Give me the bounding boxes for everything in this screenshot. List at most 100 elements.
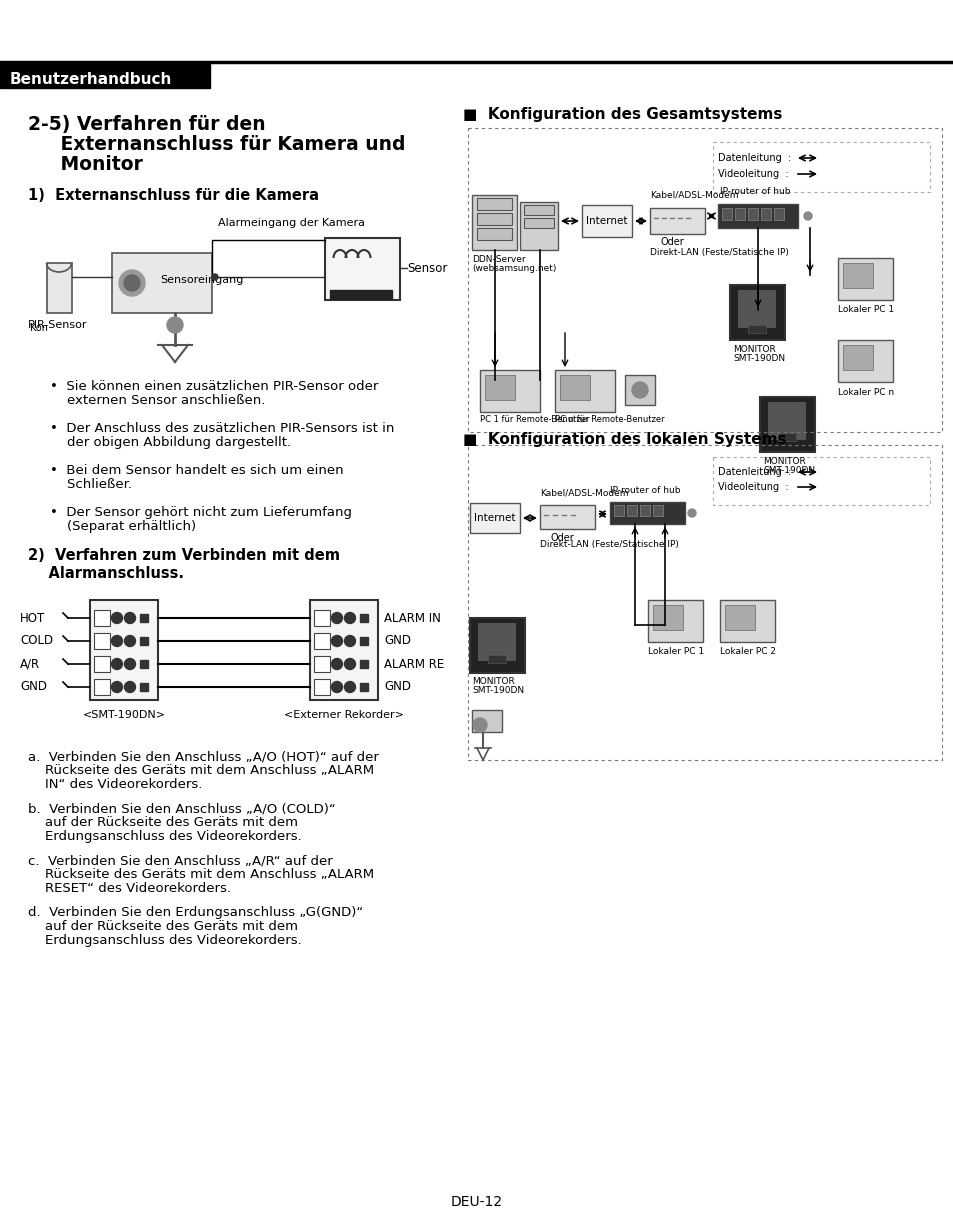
Text: Kabel/ADSL-Modem: Kabel/ADSL-Modem <box>539 488 628 497</box>
Text: A/R: A/R <box>20 658 40 671</box>
Text: SMT-190DN: SMT-190DN <box>472 686 523 695</box>
Text: auf der Rückseite des Geräts mit dem: auf der Rückseite des Geräts mit dem <box>28 816 297 830</box>
Text: RESET“ des Videorekorders.: RESET“ des Videorekorders. <box>28 882 231 895</box>
Bar <box>523 205 554 215</box>
Bar <box>359 637 368 645</box>
Circle shape <box>344 659 355 670</box>
Bar <box>626 505 637 516</box>
Bar <box>639 505 649 516</box>
Text: Internet: Internet <box>474 512 516 523</box>
Text: 2)  Verfahren zum Verbinden mit dem: 2) Verfahren zum Verbinden mit dem <box>28 548 339 562</box>
Text: (Separat erhältlich): (Separat erhältlich) <box>50 520 196 533</box>
Text: der obigen Abbildung dargestellt.: der obigen Abbildung dargestellt. <box>50 436 291 449</box>
Bar <box>0 62 210 88</box>
Text: ALARM RE: ALARM RE <box>384 658 444 671</box>
Circle shape <box>112 636 122 647</box>
Bar <box>314 680 330 695</box>
Text: DEU-12: DEU-12 <box>451 1196 502 1209</box>
Bar <box>778 433 795 440</box>
Circle shape <box>344 636 355 647</box>
Text: Direkt-LAN (Feste/Statische IP): Direkt-LAN (Feste/Statische IP) <box>649 248 788 257</box>
Circle shape <box>112 612 122 623</box>
Bar <box>94 633 110 649</box>
Bar <box>140 637 148 645</box>
Text: Erdungsanschluss des Videorekorders.: Erdungsanschluss des Videorekorders. <box>28 830 301 843</box>
Circle shape <box>112 682 122 693</box>
Circle shape <box>112 659 122 670</box>
Text: (websamsung.net): (websamsung.net) <box>472 264 556 273</box>
Bar <box>581 205 631 237</box>
Text: <SMT-190DN>: <SMT-190DN> <box>82 710 165 720</box>
Text: Kon: Kon <box>30 323 48 333</box>
Bar <box>773 207 783 220</box>
Bar <box>479 370 539 412</box>
Text: Oder: Oder <box>550 533 574 543</box>
Bar <box>747 325 765 333</box>
Circle shape <box>331 659 342 670</box>
Bar <box>112 253 212 314</box>
Text: IP-router of hub: IP-router of hub <box>720 187 790 196</box>
Bar <box>729 285 784 340</box>
Text: externen Sensor anschließen.: externen Sensor anschließen. <box>50 394 265 407</box>
Bar <box>472 195 517 250</box>
Bar <box>555 370 615 412</box>
Text: ■  Konfiguration des lokalen Systems: ■ Konfiguration des lokalen Systems <box>462 432 785 447</box>
Bar <box>842 264 872 288</box>
Bar <box>470 503 519 533</box>
Bar <box>652 505 662 516</box>
Text: Monitor: Monitor <box>28 155 143 174</box>
Bar <box>760 396 814 451</box>
Bar <box>140 683 148 691</box>
Text: MONITOR: MONITOR <box>732 345 775 354</box>
Text: SMT-190DN: SMT-190DN <box>762 466 814 475</box>
Bar <box>842 345 872 370</box>
Bar <box>314 610 330 626</box>
Bar <box>652 605 682 630</box>
Circle shape <box>331 682 342 693</box>
Text: COLD: COLD <box>20 634 53 648</box>
Bar <box>747 207 758 220</box>
Text: Schließer.: Schließer. <box>50 478 132 490</box>
Circle shape <box>125 682 135 693</box>
Text: Lokaler PC n: Lokaler PC n <box>837 388 893 396</box>
Bar <box>476 198 512 210</box>
Circle shape <box>331 636 342 647</box>
Text: Videoleitung  :: Videoleitung : <box>718 482 788 492</box>
Bar <box>837 340 892 382</box>
Text: •  Der Anschluss des zusätzlichen PIR-Sensors ist in: • Der Anschluss des zusätzlichen PIR-Sen… <box>50 422 394 436</box>
Bar <box>718 204 797 228</box>
Bar <box>738 290 775 328</box>
Bar <box>140 660 148 669</box>
Text: Rückseite des Geräts mit dem Anschluss „ALARM: Rückseite des Geräts mit dem Anschluss „… <box>28 867 374 881</box>
Text: c.  Verbinden Sie den Anschluss „A/R“ auf der: c. Verbinden Sie den Anschluss „A/R“ auf… <box>28 854 333 867</box>
Text: •  Bei dem Sensor handelt es sich um einen: • Bei dem Sensor handelt es sich um eine… <box>50 464 343 477</box>
Text: Lokaler PC 1: Lokaler PC 1 <box>837 305 893 314</box>
Text: Lokaler PC 1: Lokaler PC 1 <box>647 647 703 656</box>
Text: Oder: Oder <box>659 237 683 246</box>
Text: SMT-190DN: SMT-190DN <box>732 354 784 364</box>
Text: GND: GND <box>20 681 47 693</box>
Bar <box>724 605 754 630</box>
Bar <box>140 614 148 622</box>
Circle shape <box>631 382 647 398</box>
Circle shape <box>167 317 183 333</box>
Bar <box>609 501 684 525</box>
Text: Kabel/ADSL-Modem: Kabel/ADSL-Modem <box>649 192 738 200</box>
Bar <box>519 203 558 250</box>
Text: PC 1 für Remote-Benutzer: PC 1 für Remote-Benutzer <box>479 415 589 425</box>
Bar <box>837 257 892 300</box>
Bar <box>359 660 368 669</box>
Text: HOT: HOT <box>20 611 45 625</box>
Bar <box>477 623 516 661</box>
Text: a.  Verbinden Sie den Anschluss „A/O (HOT)“ auf der: a. Verbinden Sie den Anschluss „A/O (HOT… <box>28 750 378 762</box>
Text: Direkt-LAN (Feste/Statische IP): Direkt-LAN (Feste/Statische IP) <box>539 540 679 549</box>
Bar <box>647 600 702 642</box>
Circle shape <box>125 612 135 623</box>
Bar <box>559 375 589 400</box>
Text: Externanschluss für Kamera und: Externanschluss für Kamera und <box>28 135 405 154</box>
Bar <box>94 680 110 695</box>
Text: auf der Rückseite des Geräts mit dem: auf der Rückseite des Geräts mit dem <box>28 920 297 933</box>
Text: 1)  Externanschluss für die Kamera: 1) Externanschluss für die Kamera <box>28 188 318 203</box>
Circle shape <box>119 270 145 296</box>
Text: IN“ des Videorekorders.: IN“ des Videorekorders. <box>28 778 202 791</box>
